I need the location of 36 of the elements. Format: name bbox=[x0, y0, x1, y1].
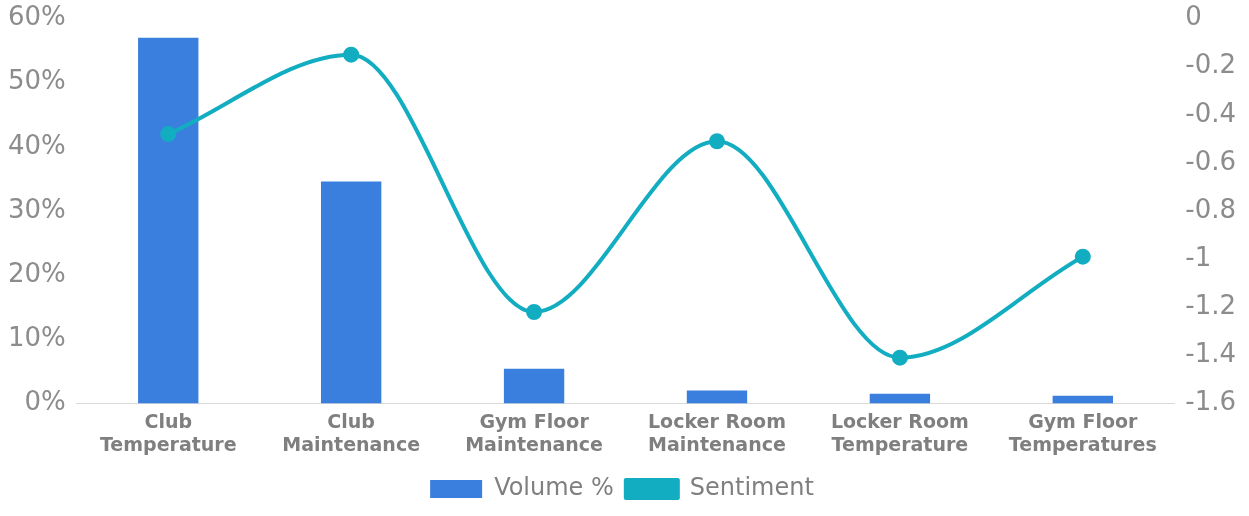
x-tick-label: Club Maintenance bbox=[282, 409, 421, 455]
point bbox=[708, 133, 725, 150]
y2-tick-label: -1.6 bbox=[1185, 386, 1236, 417]
x-tick-label: Locker Room Maintenance bbox=[648, 409, 786, 455]
point bbox=[343, 46, 360, 63]
bar bbox=[686, 390, 748, 404]
y2-tick-label: -1 bbox=[1185, 241, 1212, 272]
y-tick-label: 20% bbox=[7, 257, 66, 288]
y-tick-label: 50% bbox=[7, 65, 66, 96]
y-tick-label: 10% bbox=[7, 322, 66, 353]
bar bbox=[503, 368, 565, 404]
y2-tick-label: 0 bbox=[1185, 1, 1202, 32]
y2-tick-label: -0.8 bbox=[1185, 193, 1236, 224]
bar bbox=[869, 393, 931, 404]
y2-tick-label: -0.4 bbox=[1185, 97, 1236, 128]
bar bbox=[138, 37, 199, 404]
x-tick-label: Gym Floor Temperatures bbox=[1008, 409, 1157, 455]
y2-tick-label: -1.2 bbox=[1185, 289, 1236, 320]
bar bbox=[320, 181, 382, 404]
bar bbox=[1052, 395, 1113, 404]
y2-tick-label: -0.6 bbox=[1185, 145, 1236, 176]
y2-tick-label: -1.4 bbox=[1185, 338, 1236, 369]
point bbox=[1074, 248, 1091, 265]
y-tick-label: 30% bbox=[7, 193, 66, 224]
point bbox=[891, 349, 908, 366]
legend-label: Volume % bbox=[494, 473, 614, 502]
y-tick-label: 0% bbox=[24, 386, 66, 417]
y-tick-label: 60% bbox=[7, 1, 66, 32]
x-tick-label: Locker Room Temperature bbox=[830, 409, 969, 455]
x-tick-label: Gym Floor Maintenance bbox=[465, 409, 603, 455]
y2-tick-label: -0.2 bbox=[1185, 49, 1236, 80]
legend-label: Sentiment bbox=[689, 473, 814, 502]
point bbox=[160, 126, 177, 143]
point bbox=[526, 304, 543, 321]
x-tick-label: Club Temperature bbox=[99, 409, 237, 455]
y-tick-label: 40% bbox=[7, 129, 66, 160]
